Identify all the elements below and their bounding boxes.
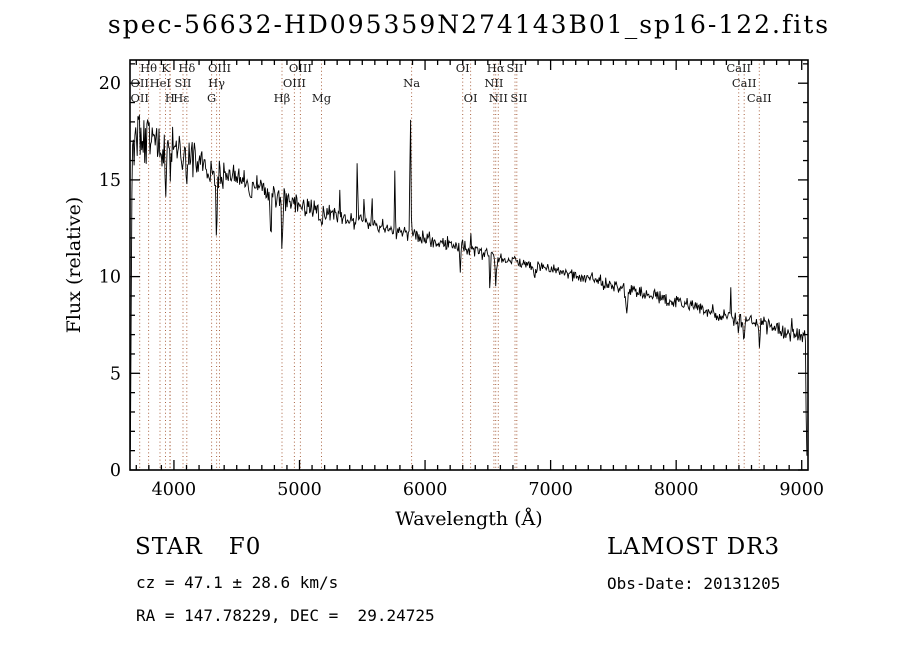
svg-text:CaII: CaII (726, 61, 751, 75)
svg-text:4000: 4000 (152, 480, 197, 500)
svg-text:Hδ: Hδ (178, 61, 195, 75)
x-tick-labels: 4000 5000 6000 7000 8000 9000 (152, 480, 824, 500)
svg-text:HeI: HeI (150, 76, 171, 90)
svg-text:SII: SII (507, 61, 524, 75)
svg-text:NII: NII (484, 76, 503, 90)
cz-line: cz = 47.1 ± 28.6 km/s (136, 573, 339, 592)
y-tick-labels: 0 5 10 15 20 (99, 74, 121, 481)
svg-text:Hα: Hα (487, 61, 505, 75)
svg-text:SII: SII (175, 76, 192, 90)
svg-text:Hε: Hε (173, 91, 189, 105)
svg-text:15: 15 (99, 171, 121, 191)
svg-text:OIII: OIII (283, 76, 306, 90)
spectrum-trace (129, 114, 808, 456)
svg-text:Mg: Mg (312, 91, 332, 105)
svg-text:7000: 7000 (528, 480, 573, 500)
svg-text:Hβ: Hβ (274, 91, 291, 105)
svg-text:0: 0 (110, 461, 121, 481)
svg-text:K: K (161, 61, 170, 75)
svg-text:Na: Na (403, 76, 420, 90)
axis-ticks (130, 60, 808, 471)
svg-text:8000: 8000 (654, 480, 699, 500)
svg-text:G: G (207, 91, 216, 105)
svg-text:Hγ: Hγ (208, 76, 225, 90)
svg-text:9000: 9000 (779, 480, 824, 500)
svg-text:10: 10 (99, 268, 121, 288)
svg-text:OIII: OIII (208, 61, 231, 75)
svg-text:5: 5 (110, 364, 121, 384)
spectral-line-markers (139, 60, 760, 470)
plot-title: spec-56632-HD095359N274143B01_sp16-122.f… (107, 10, 831, 39)
svg-text:Hθ: Hθ (140, 61, 157, 75)
obs-date-line: Obs-Date: 20131205 (607, 574, 781, 593)
survey-label: LAMOST DR3 (607, 534, 781, 560)
object-subclass: F0 (228, 534, 262, 560)
svg-text:OI: OI (456, 61, 470, 75)
svg-text:OI: OI (464, 91, 478, 105)
svg-text:CaII: CaII (732, 76, 757, 90)
x-axis-title: Wavelength (Å) (395, 508, 542, 530)
svg-text:OII: OII (130, 76, 149, 90)
svg-text:H: H (165, 91, 175, 105)
classification-line: STAR F0 (135, 534, 261, 560)
radec-line: RA = 147.78229, DEC = 29.24725 (136, 606, 435, 625)
svg-text:NII: NII (489, 91, 508, 105)
svg-text:SII: SII (510, 91, 527, 105)
svg-text:20: 20 (99, 74, 121, 94)
svg-text:OIII: OIII (289, 61, 312, 75)
svg-text:5000: 5000 (277, 480, 322, 500)
svg-text:CaII: CaII (747, 91, 772, 105)
object-class: STAR (135, 534, 203, 560)
svg-text:OII: OII (130, 91, 149, 105)
svg-text:6000: 6000 (403, 480, 448, 500)
plot-frame (129, 59, 809, 471)
y-axis-title: Flux (relative) (63, 197, 85, 334)
